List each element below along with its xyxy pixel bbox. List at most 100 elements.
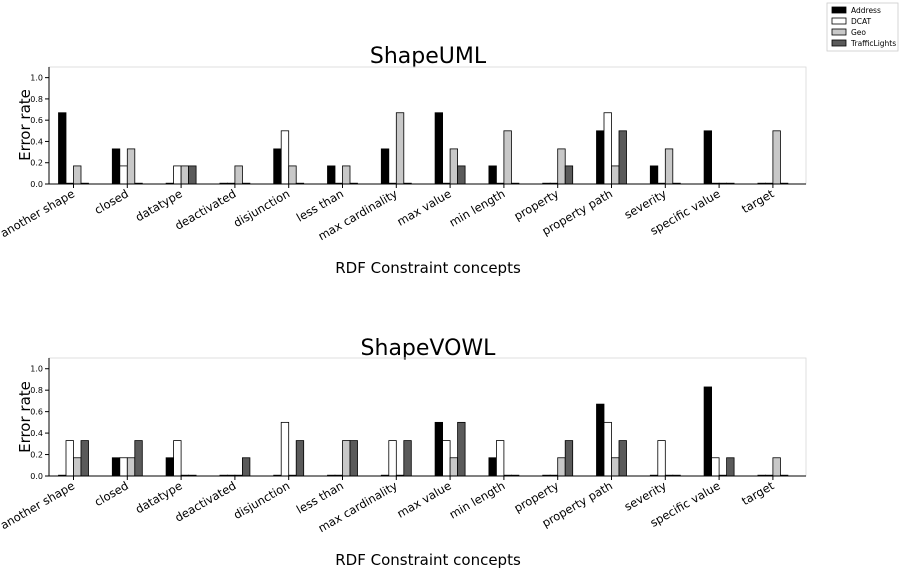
bar-geo-less-than [342,440,351,477]
x-tick-label-disjunction: disjunction [231,186,292,229]
bar-geo-max-value [449,457,459,477]
y-tick-label: 0.4 [30,429,43,438]
bar-address-max-value [434,112,444,185]
bar-geo-property [557,457,566,477]
legend-swatch-dcat [831,17,847,25]
chart-shapeuml: ShapeUML 0.0 0.2 0.4 0.6 0.8 1.0 another shap… [0,44,807,277]
bar-trafficlights-property [564,440,574,477]
x-tick-label-max-value: max value [395,478,454,520]
bar-geo-closed [126,148,136,185]
bar-trafficlights-less-than [349,440,358,477]
y-tick-label: 0.8 [30,386,43,395]
y-tick-label: 0.6 [30,116,43,125]
bar-trafficlights-another-shape [80,440,89,477]
x-axis-label: RDF Constraint concepts [335,259,521,277]
y-tick-label: 0.0 [30,180,43,189]
legend-swatch-geo [831,28,847,36]
bar-geo-property-path [611,165,620,185]
chart-shapevowl: ShapeVOWL 0.0 0.2 0.4 0.6 0.8 1.0 another sha… [0,336,807,569]
bar-address-property-path [596,130,605,185]
bar-address-min-length [488,457,497,477]
bar-dcat-datatype [173,440,182,477]
bar-dcat-max-cardinality [388,440,397,477]
x-tick-label-target: target [739,186,777,216]
bar-trafficlights-closed [134,440,143,477]
legend: Address DCAT Geo TrafficLights [826,2,899,52]
bar-trafficlights-datatype [188,165,197,185]
bar-dcat-disjunction [280,421,290,477]
bar-geo-closed [126,457,136,477]
legend-label-address: Address [851,6,881,15]
plot-frame [48,66,807,185]
legend-swatch-trafficlights [831,39,847,47]
bar-geo-target [772,457,781,477]
legend-label-trafficlights: TrafficLights [850,39,896,48]
y-axis-label: Error rate [16,89,34,161]
bar-address-min-length [488,165,497,185]
y-tick-label: 1.0 [30,365,43,374]
bar-dcat-min-length [495,440,505,477]
legend-entry-address: Address [831,6,881,15]
bar-trafficlights-max-value [457,421,466,477]
legend-label-dcat: DCAT [851,17,872,26]
bar-dcat-closed [119,457,128,477]
bar-trafficlights-property [564,165,574,185]
y-tick-label: 0.6 [30,408,43,417]
bar-dcat-disjunction [280,130,290,185]
bar-address-specific-value [703,386,712,477]
y-tick-label: 0.8 [30,95,43,104]
bar-geo-another-shape [73,165,82,185]
x-tick-label-closed: closed [92,186,131,217]
legend-entry-dcat: DCAT [831,17,872,26]
bar-trafficlights-specific-value [726,457,735,477]
y-tick-label: 0.2 [30,159,43,168]
y-tick-label: 0.4 [30,137,43,146]
bars [58,386,789,477]
bar-dcat-datatype [173,165,182,185]
bar-geo-min-length [503,130,512,185]
x-tick-label-target: target [739,478,777,508]
x-axis-label: RDF Constraint concepts [335,551,521,569]
bar-dcat-closed [119,165,128,185]
legend-entry-geo: Geo [831,28,866,37]
plot-frame [48,357,807,477]
x-tick-label-deactivated: deactivated [172,186,238,232]
bar-geo-disjunction [288,165,297,185]
bars [58,112,789,185]
y-ticks: 0.0 0.2 0.4 0.6 0.8 1.0 [30,365,49,481]
bar-address-datatype [165,457,175,477]
bar-trafficlights-property-path [618,130,627,185]
bar-geo-another-shape [73,457,82,477]
chart-title: ShapeVOWL [361,336,497,361]
y-tick-label: 1.0 [30,74,43,83]
chart-title: ShapeUML [370,44,487,69]
bar-geo-property [557,148,566,185]
bar-address-max-cardinality [380,148,390,185]
y-axis-label: Error rate [16,381,34,453]
x-tick-label-another-shape: another shape [0,478,77,532]
y-ticks: 0.0 0.2 0.4 0.6 0.8 1.0 [30,74,49,189]
x-tick-label-another-shape: another shape [0,186,77,240]
bar-geo-target [772,130,781,185]
bar-address-max-value [434,421,444,477]
bar-geo-max-value [449,148,459,185]
bar-dcat-severity [657,440,666,477]
bar-address-closed [111,148,121,185]
bar-address-specific-value [703,130,712,185]
bar-address-another-shape [58,112,67,185]
legend-entry-trafficlights: TrafficLights [831,39,896,48]
bar-trafficlights-deactivated [241,457,251,477]
bar-geo-datatype [180,165,190,185]
bar-trafficlights-property-path [618,440,627,477]
x-tick-label-max-value: max value [395,186,454,228]
bar-address-severity [649,165,659,185]
bar-address-closed [111,457,121,477]
bar-geo-property-path [611,457,620,477]
bar-trafficlights-max-cardinality [403,440,412,477]
bar-dcat-another-shape [65,440,74,477]
x-tick-label-min-length: min length [447,478,508,521]
bar-geo-less-than [342,165,351,185]
bar-address-less-than [327,165,336,185]
x-tick-label-disjunction: disjunction [231,478,292,521]
